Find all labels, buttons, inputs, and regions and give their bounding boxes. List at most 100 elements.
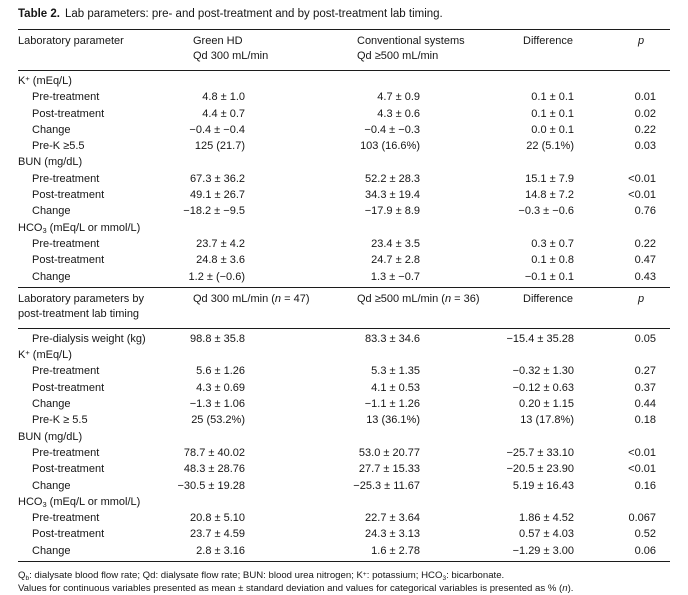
value-cell: [420, 220, 580, 236]
value-cell: −17.9 ± 8.9: [364, 205, 420, 218]
table-title: Table 2. Lab parameters: pre- and post-tr…: [18, 7, 670, 21]
group-label-row: K+ (mEq/L): [18, 73, 670, 89]
p-value-cell: 0.16: [634, 479, 656, 492]
value-cell: [150, 154, 245, 170]
data-row: Change 1.2 ± (−0.6) 1.3 ± −0.7 −0.1 ± 0.1 0.…: [18, 269, 670, 285]
row-label: Pre-K ≥ 5.5: [32, 414, 88, 427]
value-cell: 24.7 ± 2.8: [371, 254, 420, 267]
p-value-cell: 0.43: [634, 270, 656, 283]
p-value-cell: 0.05: [634, 332, 656, 345]
header-line: Laboratory parameters by: [18, 292, 144, 305]
value-cell: −1.1 ± 1.26: [364, 398, 420, 411]
p-value-cell: 0.01: [634, 91, 656, 104]
header-line: Laboratory parameter: [18, 35, 124, 47]
header-line: p: [638, 292, 645, 305]
value-cell: 1.2 ± (−0.6): [188, 270, 245, 283]
value-cell: −0.32 ± 1.30: [512, 365, 574, 378]
header-line: p: [638, 35, 645, 47]
value-cell: −30.5 ± 19.28: [177, 479, 245, 492]
row-label: K+ (mEq/L): [18, 348, 72, 362]
row-label: Change: [32, 544, 71, 557]
data-row: Change −1.3 ± 1.06 −1.1 ± 1.26 0.20 ± 1.15 0…: [18, 396, 670, 412]
p-value-cell: [580, 154, 670, 170]
p-value-cell: [580, 347, 670, 363]
divider: [18, 561, 670, 563]
data-row: Change 2.8 ± 3.16 1.6 ± 2.78 −1.29 ± 3.00 0.…: [18, 543, 670, 559]
data-row: Change −18.2 ± −9.5 −17.9 ± 8.9 −0.3 ± −0.6…: [18, 203, 670, 219]
section-body-1: K+ (mEq/L) Pre-treatment 4.8 ± 1.0 4.7 ± 0.…: [18, 71, 670, 287]
row-label: BUN (mg/dL): [18, 430, 83, 443]
header-line: Green HD: [193, 35, 243, 47]
p-value-cell: 0.06: [634, 544, 656, 557]
data-row: Post-treatment 48.3 ± 28.76 27.7 ± 15.33 −2…: [18, 461, 670, 477]
header-row-section-1: Laboratory parameter Green HD Qd 300 mL/mi…: [18, 30, 670, 70]
value-cell: 0.20 ± 1.15: [519, 398, 574, 411]
p-value-cell: 0.52: [634, 528, 656, 541]
p-value-cell: <0.01: [628, 189, 656, 202]
data-row: Pre-treatment 23.7 ± 4.2 23.4 ± 3.5 0.3 ± 0…: [18, 236, 670, 252]
p-value-cell: [580, 494, 670, 510]
header-line: Qd 300 mL/min (n = 47): [193, 292, 310, 305]
value-cell: 13 (17.8%): [520, 414, 574, 427]
value-cell: 14.8 ± 7.2: [525, 189, 574, 202]
value-cell: −18.2 ± −9.5: [183, 205, 245, 218]
value-cell: [420, 73, 580, 89]
data-row: Post-treatment 4.3 ± 0.69 4.1 ± 0.53 −0.12 …: [18, 380, 670, 396]
row-label: Change: [32, 270, 71, 283]
row-label: Pre-treatment: [32, 365, 100, 378]
header-cell-green-hd: Qd 300 mL/min (n = 47): [150, 292, 310, 322]
value-cell: −0.1 ± 0.1: [524, 270, 574, 283]
row-label: K+ (mEq/L): [18, 74, 72, 87]
value-cell: 24.8 ± 3.6: [196, 254, 245, 267]
value-cell: 23.4 ± 3.5: [371, 237, 420, 250]
header-line: Qd ≥500 mL/min (n = 36): [357, 292, 480, 305]
divider: [18, 286, 670, 288]
value-cell: [245, 347, 420, 363]
row-label: BUN (mg/dL): [18, 156, 83, 169]
value-cell: 2.8 ± 3.16: [196, 544, 245, 557]
p-value-cell: <0.01: [628, 446, 656, 459]
row-label: Change: [32, 205, 71, 218]
value-cell: −0.4 ± −0.3: [364, 123, 420, 136]
value-cell: [420, 154, 580, 170]
value-cell: [420, 494, 580, 510]
value-cell: 23.7 ± 4.2: [196, 237, 245, 250]
p-value-cell: 0.18: [634, 414, 656, 427]
value-cell: −1.3 ± 1.06: [189, 398, 245, 411]
value-cell: −25.7 ± 33.10: [506, 446, 574, 459]
row-label: Pre-treatment: [32, 446, 100, 459]
value-cell: 0.57 ± 4.03: [519, 528, 574, 541]
value-cell: 48.3 ± 28.76: [183, 463, 245, 476]
p-value-cell: 0.37: [634, 381, 656, 394]
value-cell: 5.3 ± 1.35: [371, 365, 420, 378]
table-number: Table 2.: [18, 8, 60, 20]
data-row: Pre-treatment 4.8 ± 1.0 4.7 ± 0.9 0.1 ± 0.1…: [18, 89, 670, 105]
p-value-cell: 0.44: [634, 398, 656, 411]
data-row: Post-treatment 24.8 ± 3.6 24.7 ± 2.8 0.1 ± …: [18, 252, 670, 268]
divider: [18, 70, 670, 71]
row-label: Change: [32, 123, 71, 136]
data-row: Post-treatment 23.7 ± 4.59 24.3 ± 3.13 0.57…: [18, 526, 670, 542]
group-label-row: HCO3 (mEq/L or mmol/L): [18, 494, 670, 510]
header-line: post-treatment lab timing: [18, 307, 140, 320]
header-cell-param: Laboratory parameters by post-treatment l…: [18, 292, 150, 322]
value-cell: 0.1 ± 0.8: [531, 254, 574, 267]
p-value-cell: <0.01: [628, 172, 656, 185]
value-cell: 0.0 ± 0.1: [531, 123, 574, 136]
lab-parameters-table: Laboratory parameter Green HD Qd 300 mL/mi…: [18, 29, 670, 563]
footnote-line: Values for continuous variables presente…: [18, 583, 574, 595]
value-cell: −0.4 ± −0.4: [189, 123, 245, 136]
value-cell: 0.1 ± 0.1: [531, 107, 574, 120]
value-cell: 1.3 ± −0.7: [370, 270, 420, 283]
value-cell: 5.19 ± 16.43: [512, 479, 574, 492]
value-cell: [150, 220, 245, 236]
value-cell: [245, 429, 420, 445]
p-value-cell: 0.02: [634, 107, 656, 120]
p-value-cell: 0.22: [634, 123, 656, 136]
value-cell: 125 (21.7): [194, 140, 245, 153]
header-row-section-2: Laboratory parameters by post-treatment l…: [18, 288, 670, 328]
row-label: Change: [32, 398, 71, 411]
group-label-row: HCO3 (mEq/L or mmol/L): [18, 220, 670, 236]
value-cell: 78.7 ± 40.02: [183, 446, 245, 459]
group-label-row: BUN (mg/dL): [18, 154, 670, 170]
